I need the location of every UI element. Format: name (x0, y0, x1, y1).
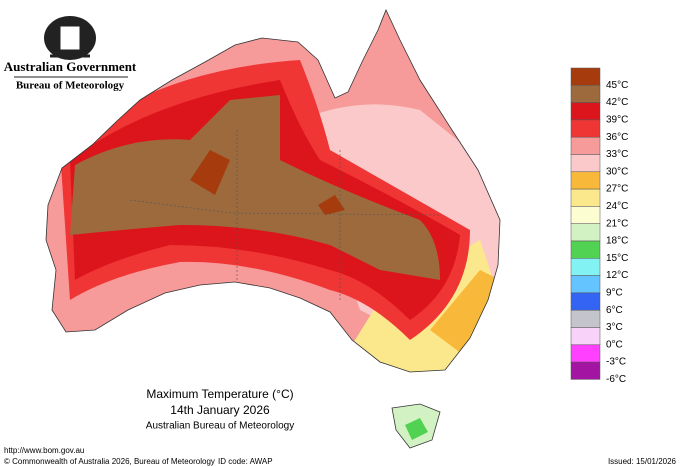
coat-of-arms (44, 16, 96, 60)
map-source: Australian Bureau of Meteorology (146, 421, 294, 432)
legend-swatch (570, 361, 601, 380)
legend-label: 6°C (606, 305, 623, 316)
government-name: Australian Government (4, 59, 137, 74)
legend-label: 9°C (606, 288, 623, 299)
footer-id: ID code: AWAP (218, 457, 273, 466)
legend-swatch (570, 154, 601, 173)
footer-issued: Issued: 15/01/2026 (608, 457, 677, 466)
legend-swatch (570, 258, 601, 276)
bureau-name: Bureau of Meteorology (16, 80, 125, 92)
legend-label: 0°C (606, 339, 623, 350)
legend-swatch (570, 85, 601, 103)
legend-swatch (570, 188, 601, 207)
legend-label: 42°C (606, 97, 628, 108)
legend-swatch (570, 102, 601, 121)
legend-swatch (570, 171, 601, 190)
legend-swatch (570, 136, 601, 155)
tasmania-cool (405, 418, 428, 440)
footer-url: http://www.bom.gov.au (4, 446, 84, 455)
legend-swatch (570, 327, 601, 346)
legend-swatch (570, 206, 601, 224)
legend-swatch (570, 275, 601, 294)
legend-label: 36°C (606, 132, 628, 143)
legend-label: 18°C (606, 236, 628, 247)
legend-label: 45°C (606, 80, 628, 91)
legend-swatch (570, 119, 601, 138)
legend-label: 24°C (606, 201, 628, 212)
legend-swatch (570, 292, 601, 311)
legend-label: 15°C (606, 253, 628, 264)
legend-label: 27°C (606, 184, 628, 195)
legend-label: 21°C (606, 218, 628, 229)
map-date: 14th January 2026 (170, 403, 270, 417)
legend-label: 3°C (606, 322, 623, 333)
legend-label: 30°C (606, 166, 628, 177)
map-title: Maximum Temperature (°C) (146, 387, 293, 401)
legend-swatch (570, 67, 601, 86)
coastline (45, 8, 501, 373)
legend-swatch (570, 309, 601, 328)
legend-label: 33°C (606, 149, 628, 160)
legend-label: -6°C (606, 374, 626, 385)
legend-label: 39°C (606, 115, 628, 126)
legend-swatch (570, 240, 601, 259)
footer-copyright: © Commonwealth of Australia 2026, Bureau… (4, 457, 215, 466)
legend: 45°C 42°C 39°C 36°C 33°C 30°C 27°C 24°C 21°C 18°C… (570, 67, 628, 385)
legend-swatch (570, 344, 601, 363)
legend-swatch (570, 223, 601, 242)
legend-label: -3°C (606, 357, 626, 368)
legend-label: 12°C (606, 270, 628, 281)
